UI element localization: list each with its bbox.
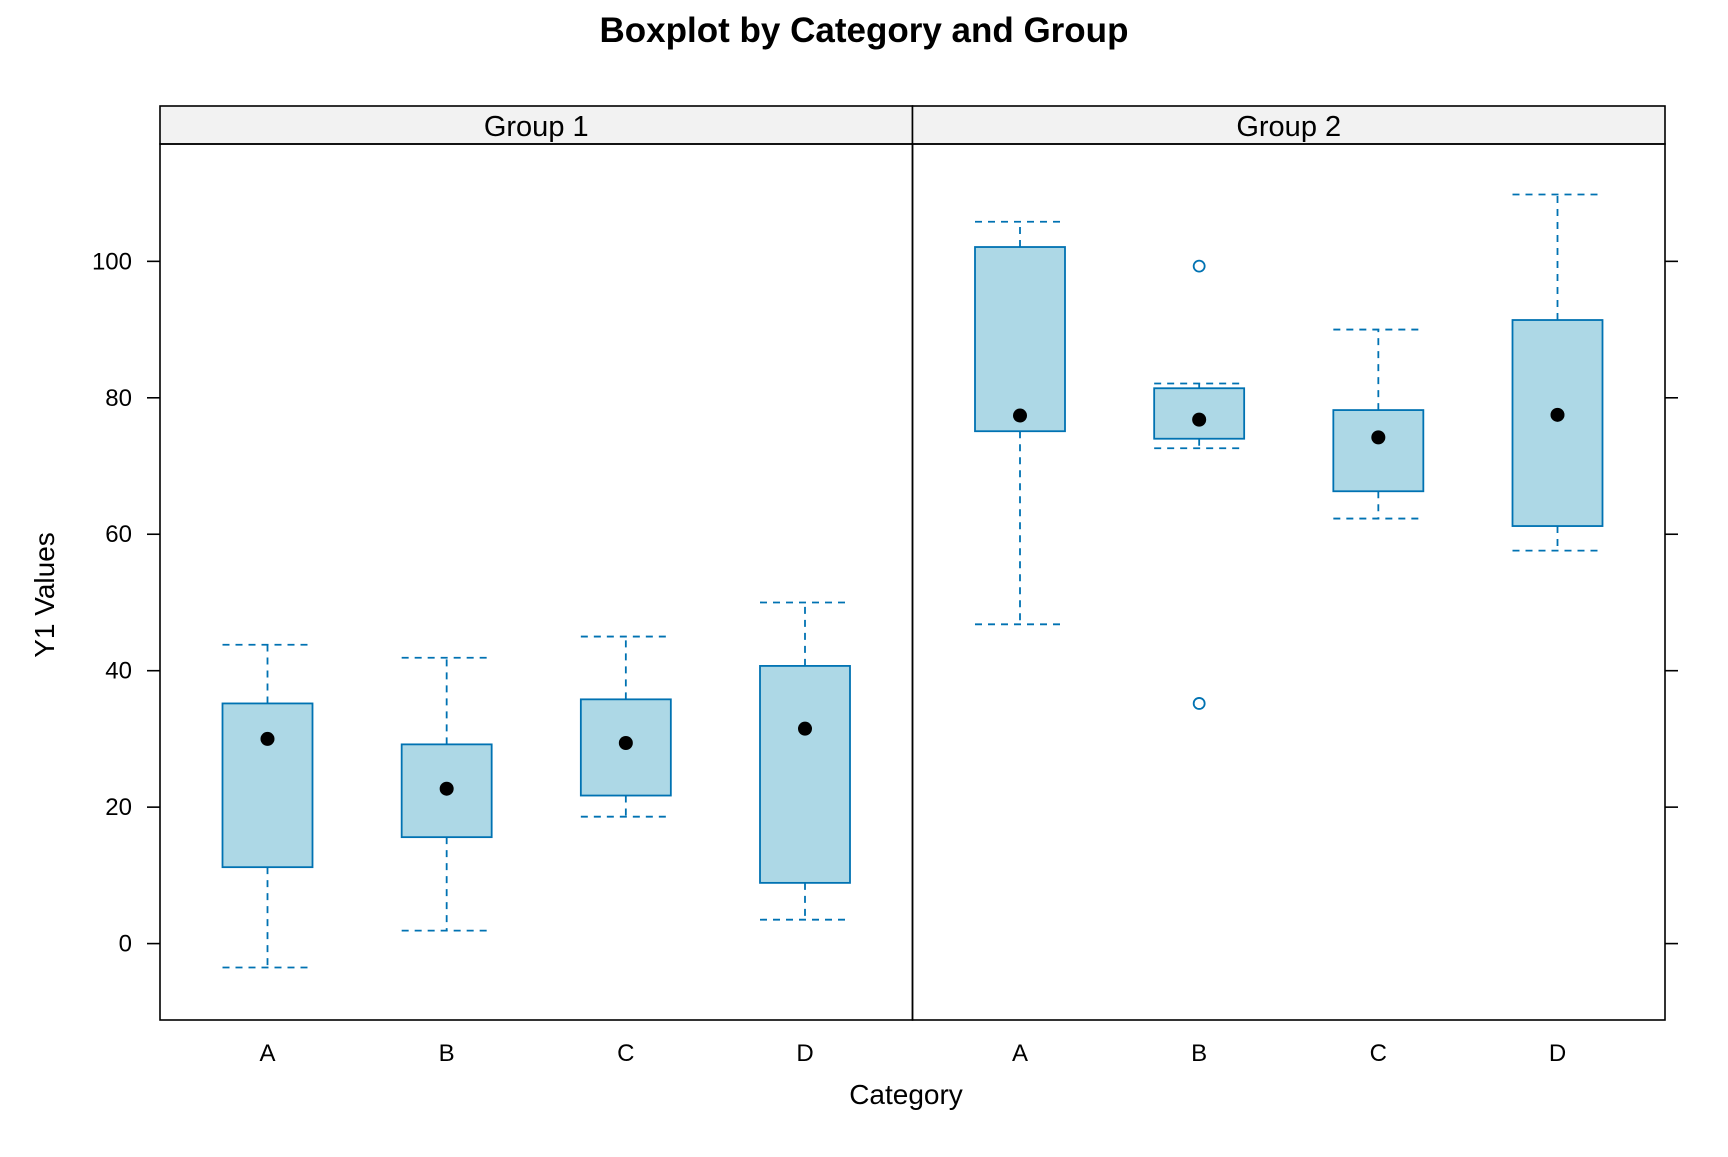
x-tick-label: B [439,1040,455,1067]
box-iqr [974,246,1066,433]
y-tick-label: 40 [105,658,132,685]
median-point [1013,408,1027,423]
median-point [1192,412,1207,427]
panel-frame-2 [911,143,1666,1021]
x-tick-label: D [1549,1040,1566,1067]
outlier-point [1192,259,1206,273]
box-iqr [759,665,851,884]
median-point [1371,430,1386,445]
y-tick-label: 80 [105,385,132,412]
panel-frame-1 [159,143,914,1021]
y-tick-label: 100 [92,248,132,275]
y-tick-label: 60 [105,521,132,548]
x-axis-label: Category [849,1079,963,1110]
y-tick-label: 0 [119,931,132,958]
panel-strip-label: Group 2 [1236,111,1341,143]
median-point [1550,407,1565,422]
box-iqr [221,702,314,869]
box-iqr [1332,409,1425,493]
plot-layer: Group 1 A B C D Group 2 A B C D 0 20 40 60 80 100 [92,105,1678,1067]
chart-title: Boxplot by Category and Group [600,11,1129,50]
x-tick-label: D [796,1040,813,1067]
x-tick-label: A [1012,1040,1028,1067]
box-iqr [1511,319,1604,527]
box-iqr [400,743,493,839]
median-point [439,781,454,796]
panel-strip-label: Group 1 [484,111,589,143]
x-tick-label: A [259,1040,275,1067]
x-tick-label: C [617,1040,634,1067]
panel-strip-1 [159,105,914,145]
x-tick-label: B [1191,1040,1207,1067]
y-tick-label: 20 [105,794,132,821]
median-point [798,721,812,736]
y-axis-label: Y1 Values [29,532,60,658]
outlier-point [1192,697,1206,710]
median-point [260,731,275,746]
x-tick-label: C [1370,1040,1387,1067]
median-point [618,736,633,751]
panel-strip-2 [911,105,1666,145]
